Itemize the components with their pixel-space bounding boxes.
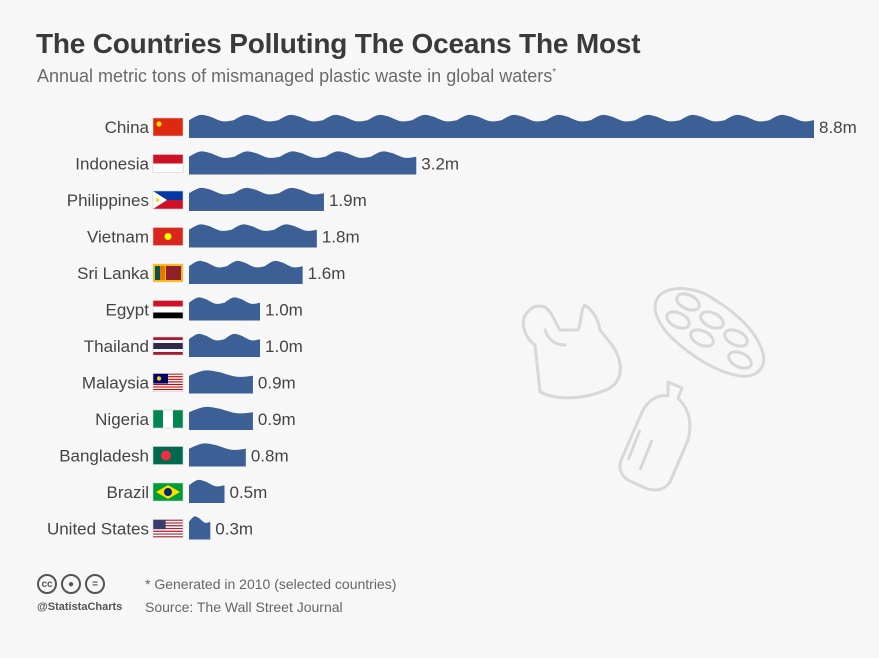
value-label: 0.3m [215, 520, 253, 539]
category-label: Brazil [106, 483, 149, 502]
bar [189, 333, 261, 357]
bar-row: Nigeria 0.9m [95, 406, 296, 430]
bar [189, 516, 211, 540]
category-label: Egypt [106, 301, 150, 320]
flag-icon [152, 482, 184, 502]
value-label: 1.0m [265, 301, 303, 320]
bar [189, 187, 324, 211]
cc-icon: cc [37, 574, 57, 594]
flag-icon [152, 373, 184, 392]
bar [189, 114, 814, 138]
value-label: 1.0m [265, 337, 303, 356]
bar-row: Vietnam 1.8m [87, 224, 360, 248]
chart-subtitle: Annual metric tons of mismanaged plastic… [37, 66, 556, 87]
category-label: Indonesia [75, 155, 149, 174]
value-label: 0.8m [251, 447, 289, 466]
category-label: United States [47, 520, 149, 539]
bar [189, 224, 317, 248]
chart-title: The Countries Polluting The Oceans The M… [36, 28, 641, 59]
category-label: Sri Lanka [77, 264, 149, 283]
flag-icon [152, 117, 184, 137]
bar-row: United States 0.3m [47, 516, 253, 540]
flag-icon [152, 446, 184, 465]
bar [189, 260, 303, 284]
flag-icon [152, 263, 184, 283]
category-label: Thailand [84, 337, 149, 356]
category-label: Bangladesh [59, 447, 149, 466]
value-label: 1.6m [308, 264, 346, 283]
footnote: * Generated in 2010 (selected countries) [145, 576, 397, 592]
category-label: Nigeria [95, 410, 149, 429]
flag-icon [152, 227, 184, 246]
category-label: Vietnam [87, 228, 149, 247]
bar-row: Egypt 1.0m [106, 297, 303, 321]
value-label: 1.8m [322, 228, 360, 247]
bar-row: Brazil 0.5m [106, 479, 268, 503]
value-label: 0.9m [258, 410, 296, 429]
person-icon: ● [61, 574, 81, 594]
flag-icon [152, 300, 184, 319]
bar-row: Philippines 1.9m [67, 187, 367, 211]
license-icons: cc ● = [37, 574, 105, 594]
value-label: 1.9m [329, 191, 367, 210]
bar-row: Bangladesh 0.8m [59, 443, 289, 467]
flag-icon [152, 336, 184, 356]
bar-row: Indonesia 3.2m [75, 151, 459, 175]
value-label: 0.5m [230, 483, 268, 502]
flag-icon [152, 519, 184, 538]
plastic-bag-icon [521, 303, 622, 400]
bar [189, 297, 261, 321]
bar [189, 443, 246, 467]
category-label: Malaysia [82, 374, 150, 393]
bar [189, 479, 225, 503]
bar [189, 370, 253, 394]
value-label: 3.2m [421, 155, 459, 174]
bar-row: China 8.8m [105, 114, 857, 138]
value-label: 0.9m [258, 374, 296, 393]
bar-series: China 8.8m Indonesia 3.2m Philippines 1.9m Vie… [47, 114, 857, 540]
value-label: 8.8m [819, 118, 857, 137]
bar-row: Sri Lanka 1.6m [77, 260, 346, 284]
bar [189, 151, 417, 175]
source-note: Source: The Wall Street Journal [145, 599, 343, 615]
subtitle-text: Annual metric tons of mismanaged plastic… [37, 66, 553, 86]
flag-icon [152, 190, 184, 210]
bar-row: Thailand 1.0m [84, 333, 303, 357]
equals-icon: = [85, 574, 105, 594]
category-label: Philippines [67, 191, 149, 210]
flag-icon [152, 409, 184, 429]
bar-row: Malaysia 0.9m [82, 370, 296, 394]
bar [189, 406, 253, 430]
brand-handle: @StatistaCharts [37, 601, 123, 613]
flag-icon [152, 154, 184, 173]
subtitle-footnote-mark: * [552, 67, 557, 78]
plastic-bottle-icon [618, 380, 692, 492]
six-pack-rings-icon [653, 287, 766, 378]
category-label: China [105, 118, 150, 137]
